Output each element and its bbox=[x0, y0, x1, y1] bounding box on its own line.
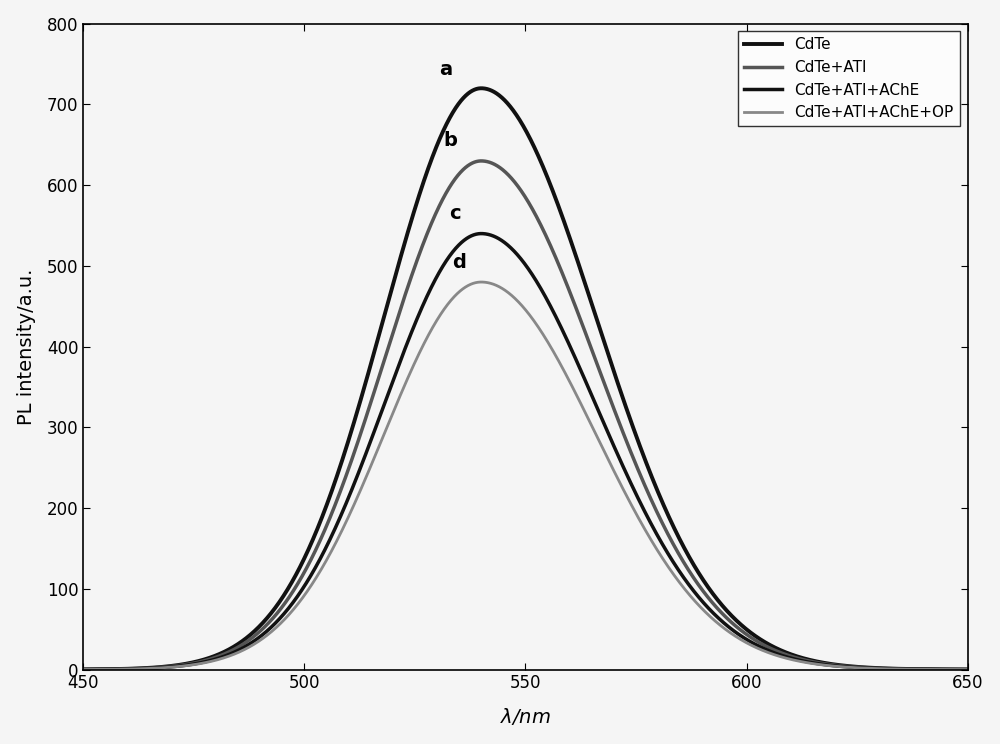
Line: CdTe+ATI+AChE: CdTe+ATI+AChE bbox=[83, 234, 968, 670]
CdTe+ATI bbox=[178, 661, 190, 670]
Text: a: a bbox=[439, 60, 452, 79]
Legend: CdTe, CdTe+ATI, CdTe+ATI+AChE, CdTe+ATI+AChE+OP: CdTe, CdTe+ATI, CdTe+ATI+AChE, CdTe+ATI+… bbox=[738, 31, 960, 126]
Line: CdTe+ATI+AChE+OP: CdTe+ATI+AChE+OP bbox=[83, 282, 968, 670]
Line: CdTe: CdTe bbox=[83, 89, 968, 670]
CdTe bbox=[475, 84, 487, 93]
CdTe+ATI+AChE bbox=[178, 661, 190, 670]
CdTe+ATI+AChE+OP bbox=[455, 286, 467, 295]
CdTe bbox=[178, 660, 190, 669]
CdTe+ATI+AChE bbox=[944, 665, 956, 674]
CdTe bbox=[944, 665, 956, 674]
CdTe+ATI bbox=[416, 242, 428, 251]
CdTe bbox=[231, 641, 243, 650]
CdTe+ATI+AChE+OP bbox=[77, 665, 89, 674]
CdTe bbox=[77, 665, 89, 674]
CdTe+ATI+AChE+OP bbox=[178, 661, 190, 670]
Text: c: c bbox=[449, 204, 460, 223]
CdTe bbox=[962, 665, 974, 674]
Text: d: d bbox=[452, 252, 466, 272]
Text: b: b bbox=[443, 132, 457, 150]
CdTe+ATI+AChE bbox=[416, 302, 428, 311]
CdTe+ATI+AChE+OP bbox=[944, 665, 956, 674]
CdTe+ATI+AChE bbox=[475, 229, 487, 238]
CdTe+ATI bbox=[944, 665, 956, 674]
CdTe+ATI+AChE+OP bbox=[475, 278, 487, 286]
CdTe+ATI bbox=[231, 644, 243, 652]
CdTe bbox=[849, 662, 861, 671]
CdTe+ATI+AChE bbox=[849, 663, 861, 672]
CdTe+ATI+AChE+OP bbox=[849, 663, 861, 672]
CdTe+ATI+AChE bbox=[455, 239, 467, 248]
CdTe+ATI+AChE+OP bbox=[231, 649, 243, 658]
CdTe+ATI+AChE bbox=[962, 665, 974, 674]
CdTe bbox=[455, 97, 467, 106]
CdTe+ATI+AChE+OP bbox=[962, 665, 974, 674]
CdTe+ATI bbox=[77, 665, 89, 674]
CdTe+ATI bbox=[849, 663, 861, 672]
CdTe+ATI bbox=[455, 167, 467, 176]
Line: CdTe+ATI: CdTe+ATI bbox=[83, 161, 968, 670]
Y-axis label: PL intensity/a.u.: PL intensity/a.u. bbox=[17, 269, 36, 425]
CdTe+ATI bbox=[475, 156, 487, 165]
X-axis label: $\lambda$/nm: $\lambda$/nm bbox=[500, 706, 551, 728]
CdTe+ATI bbox=[962, 665, 974, 674]
CdTe+ATI+AChE bbox=[77, 665, 89, 674]
CdTe+ATI+AChE+OP bbox=[416, 342, 428, 351]
CdTe bbox=[416, 181, 428, 190]
CdTe+ATI+AChE bbox=[231, 647, 243, 655]
